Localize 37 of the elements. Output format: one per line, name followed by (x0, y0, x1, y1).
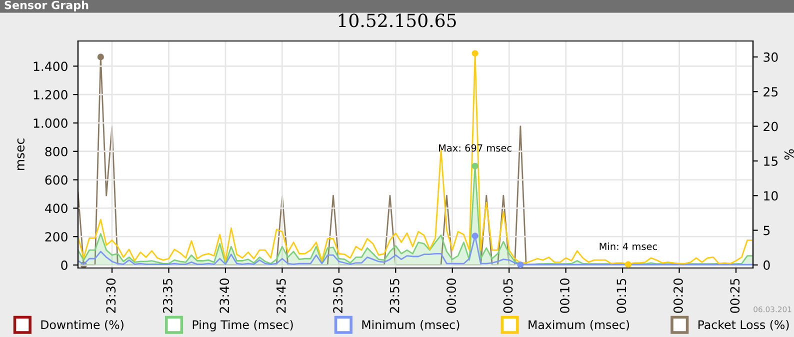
x-tick-label: 00:20 (673, 278, 683, 313)
y-tick-label: 1.000 (34, 118, 68, 128)
y2-tick-label: 30 (764, 52, 778, 62)
legend-label: Maximum (msec) (528, 320, 630, 331)
legend-label: Ping Time (msec) (192, 320, 293, 332)
y-tick-label: 600 (45, 175, 68, 185)
y-tick-label: 1.200 (34, 90, 68, 100)
y-tick-label: 200 (45, 232, 68, 242)
x-tick-label: 23:40 (220, 278, 230, 313)
y2-tick-label: 15 (764, 156, 778, 166)
x-tick-label: 23:35 (162, 278, 172, 313)
y-tick-label: 1.400 (34, 62, 68, 72)
y2-tick-label: 20 (764, 122, 778, 132)
x-tick-label: 00:00 (446, 278, 456, 313)
legend-label: Minimum (msec) (362, 320, 460, 331)
chart-title: 10.52.150.65 (338, 14, 456, 28)
x-tick-label: 23:50 (333, 278, 343, 313)
y2-axis-title: % (784, 149, 794, 160)
x-tick-label: 23:45 (276, 278, 286, 313)
y-axis-title: msec (17, 138, 25, 170)
y-tick-label: 0 (61, 260, 68, 270)
text: Sensor Graph (4, 0, 88, 12)
x-tick-label: 00:25 (730, 278, 740, 313)
legend-label: Packet Loss (%) (698, 320, 789, 331)
y2-tick-label: 0 (764, 260, 770, 270)
x-tick-label: 00:10 (560, 278, 570, 313)
x-tick-label: 23:55 (390, 278, 400, 313)
annotation: Min: 4 msec (600, 242, 657, 250)
legend-label: Downtime (%) (41, 320, 124, 331)
y2-tick-label: 25 (764, 87, 778, 97)
x-tick-label: 00:15 (616, 278, 626, 313)
y2-tick-label: 5 (764, 226, 770, 236)
y-tick-label: 800 (45, 146, 68, 156)
y2-tick-label: 10 (764, 191, 778, 201)
x-tick-label: 23:30 (106, 278, 116, 313)
y-tick-label: 400 (45, 204, 68, 214)
x-tick-label: 00:05 (503, 278, 513, 313)
